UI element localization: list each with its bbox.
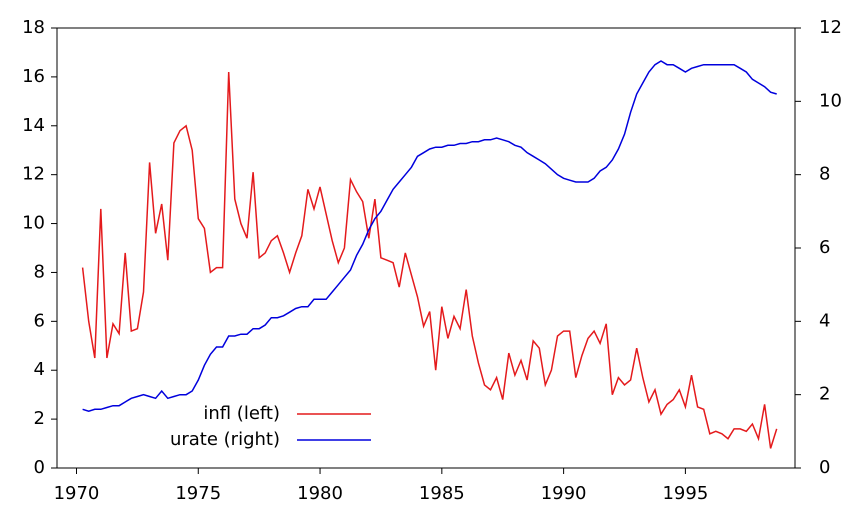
x-tick-label: 1975 (175, 483, 221, 504)
y-tick-label: 12 (22, 164, 45, 185)
legend-label: urate (right) (170, 429, 280, 450)
y2-tick-label: 2 (819, 384, 830, 405)
y2-tick-label: 10 (819, 90, 842, 111)
y-tick-label: 14 (22, 115, 45, 136)
y2-tick-label: 4 (819, 310, 830, 331)
x-tick-label: 1970 (54, 483, 100, 504)
x-tick-label: 1985 (419, 483, 465, 504)
y-tick-label: 6 (34, 310, 45, 331)
y-tick-label: 4 (34, 359, 45, 380)
y2-tick-label: 6 (819, 237, 830, 258)
y2-tick-label: 12 (819, 17, 842, 38)
x-tick-label: 1990 (541, 483, 587, 504)
y-tick-label: 0 (34, 457, 45, 478)
x-tick-label: 1980 (297, 483, 343, 504)
x-tick-label: 1995 (662, 483, 708, 504)
series-line (82, 60, 777, 412)
legend-label: infl (left) (203, 403, 280, 424)
y-tick-label: 8 (34, 261, 45, 282)
y2-tick-label: 0 (819, 457, 830, 478)
y2-tick-label: 8 (819, 164, 830, 185)
y-tick-label: 18 (22, 17, 45, 38)
y-tick-label: 10 (22, 213, 45, 234)
series-line (81, 71, 778, 449)
y-tick-label: 2 (34, 408, 45, 429)
y-tick-label: 16 (22, 66, 45, 87)
